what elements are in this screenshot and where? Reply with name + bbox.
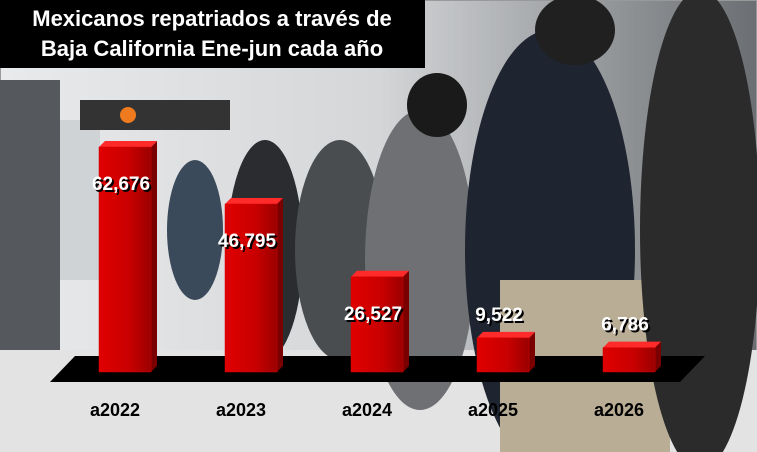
bar: [350, 276, 404, 373]
bar-top: [99, 141, 157, 147]
bar-side: [151, 141, 157, 372]
value-label: 62,676: [92, 174, 150, 195]
bar-side: [655, 341, 661, 372]
bar-top: [603, 341, 661, 348]
bar-side: [529, 331, 535, 372]
chart-title: Mexicanos repatriados a través de: [32, 6, 392, 31]
bar-top: [351, 270, 409, 277]
x-tick-label: a2022: [90, 400, 140, 420]
x-tick-label: a2024: [342, 400, 392, 420]
bar: [224, 203, 278, 373]
sign: [80, 100, 230, 130]
bar: [476, 337, 530, 373]
value-label: 26,527: [344, 304, 402, 325]
value-label-shadow: 46,795: [220, 233, 279, 254]
value-label-shadow: 26,527: [346, 306, 404, 327]
bar-top: [477, 331, 535, 338]
chart-title: Baja California Ene-jun cada año: [41, 36, 383, 61]
bar-top: [225, 198, 283, 205]
x-tick-label: a2026: [594, 400, 644, 420]
bar: [602, 347, 656, 373]
x-tick-label: a2025: [468, 400, 518, 420]
value-label: 6,786: [601, 315, 649, 336]
title-box: [0, 0, 425, 68]
bar-side: [277, 198, 283, 372]
bar: [98, 146, 152, 373]
bar-side: [403, 270, 409, 372]
value-label-shadow: 9,522: [477, 307, 525, 328]
value-label-shadow: 62,676: [94, 176, 152, 197]
value-label-shadow: 6,786: [603, 317, 651, 338]
value-label: 46,795: [218, 231, 277, 252]
value-label: 9,522: [475, 305, 523, 326]
x-tick-label: a2023: [216, 400, 266, 420]
